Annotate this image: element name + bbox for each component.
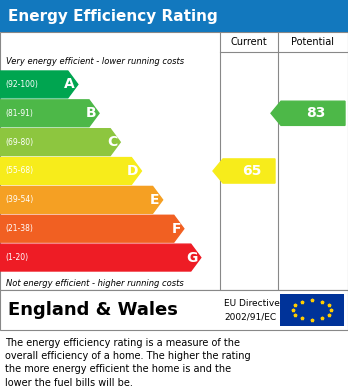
Text: (81-91): (81-91) [5,109,33,118]
Polygon shape [0,71,78,98]
Text: England & Wales: England & Wales [8,301,178,319]
Text: G: G [187,251,198,265]
Text: Current: Current [231,37,267,47]
Text: (69-80): (69-80) [5,138,33,147]
Text: EU Directive: EU Directive [224,300,280,308]
Text: C: C [107,135,117,149]
Polygon shape [0,187,163,213]
Text: Not energy efficient - higher running costs: Not energy efficient - higher running co… [6,278,184,287]
Text: The energy efficiency rating is a measure of the
overall efficiency of a home. T: The energy efficiency rating is a measur… [5,338,251,387]
Polygon shape [0,158,141,185]
Bar [0,32,348,290]
Text: Potential: Potential [292,37,334,47]
Text: 65: 65 [242,164,262,178]
Polygon shape [0,129,120,156]
Text: Energy Efficiency Rating: Energy Efficiency Rating [8,9,218,23]
Text: Very energy efficient - lower running costs: Very energy efficient - lower running co… [6,57,184,66]
Polygon shape [0,215,184,242]
Text: B: B [85,106,96,120]
Polygon shape [213,159,275,183]
Text: 83: 83 [306,106,326,120]
Bar [280,294,344,326]
Text: D: D [127,164,139,178]
Text: A: A [64,77,75,91]
Polygon shape [271,101,345,126]
Text: (92-100): (92-100) [5,80,38,89]
Text: (39-54): (39-54) [5,196,33,204]
Bar [0,290,348,330]
Text: (55-68): (55-68) [5,167,33,176]
Bar [0,0,348,32]
Polygon shape [0,100,99,127]
Text: F: F [171,222,181,236]
Text: 2002/91/EC: 2002/91/EC [224,313,276,322]
Polygon shape [0,244,201,271]
Text: (1-20): (1-20) [5,253,28,262]
Text: E: E [150,193,160,207]
Text: (21-38): (21-38) [5,224,33,233]
